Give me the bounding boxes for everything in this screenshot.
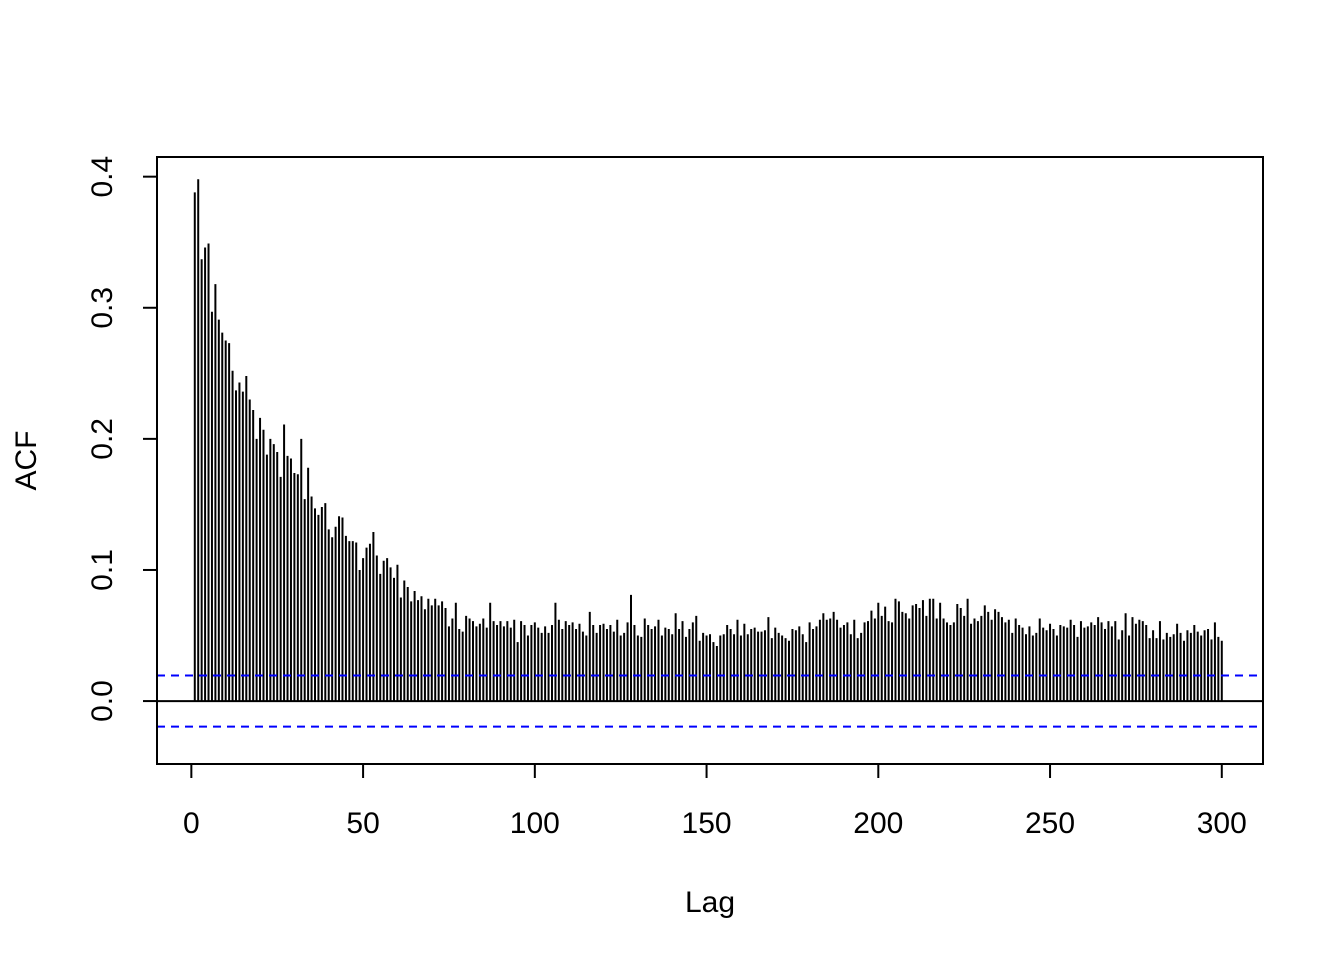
x-tick-label: 50 — [346, 807, 379, 840]
x-axis-label: Lag — [685, 886, 735, 919]
y-tick-label: 0.2 — [86, 418, 119, 460]
x-tick-label: 150 — [682, 807, 732, 840]
x-tick-label: 200 — [853, 807, 903, 840]
x-tick-label: 100 — [510, 807, 560, 840]
x-axis: 0 50 100 150 200 250 300 — [183, 763, 1247, 840]
x-tick-label: 0 — [183, 807, 200, 840]
y-tick-label: 0.1 — [86, 549, 119, 591]
y-axis-label: ACF — [10, 431, 43, 491]
x-tick-label: 250 — [1025, 807, 1075, 840]
y-tick-label: 0.4 — [86, 156, 119, 198]
y-tick-label: 0.3 — [86, 287, 119, 329]
acf-bars — [193, 179, 1223, 702]
x-tick-label: 300 — [1197, 807, 1247, 840]
y-tick-label: 0.0 — [86, 680, 119, 722]
y-axis: 0.0 0.1 0.2 0.3 0.4 — [86, 156, 158, 722]
